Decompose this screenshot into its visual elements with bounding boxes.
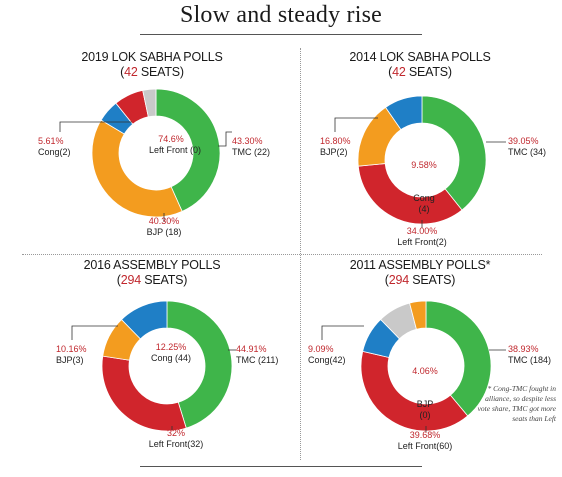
label-bjp: 10.16% BJP(3) — [56, 344, 87, 366]
seats-label: SEATS — [408, 65, 448, 79]
value-label: 44.91% — [236, 344, 267, 354]
slice-bjp — [91, 119, 183, 218]
panel-2016-assembly: 2016 ASSEMBLY POLLS (294 SEATS) 10.16% B… — [22, 258, 282, 463]
slice-bjp — [409, 300, 427, 330]
party-label: BJP (0) — [416, 399, 434, 420]
value-label: 9.09% — [308, 344, 334, 354]
slice-tmc — [421, 95, 487, 211]
party-label: Left Front(2) — [397, 237, 447, 247]
slice-other — [142, 88, 157, 118]
seats-label: SEATS — [140, 65, 180, 79]
label-cong: 5.61% Cong(2) — [38, 136, 71, 158]
value-label: 39.68% — [409, 430, 441, 440]
leader-line — [334, 117, 378, 132]
value-label: 34.00% — [406, 226, 438, 236]
party-label: Left Front(60) — [397, 441, 453, 451]
seats-line: (294 SEATS) — [116, 273, 188, 287]
seats-total: 42 — [124, 65, 138, 79]
party-label: Cong(42) — [308, 355, 346, 365]
party-label: BJP(2) — [320, 147, 348, 157]
seats-label: SEATS — [144, 273, 184, 287]
panel-2014-lok-sabha: 2014 LOK SABHA POLLS (42 SEATS) 16.80% B… — [290, 50, 550, 255]
label-cong: 9.09% Cong(42) — [308, 344, 346, 366]
party-label: Cong (4) — [413, 193, 435, 214]
chart-title: 2014 LOK SABHA POLLS — [349, 50, 491, 64]
party-label: Left Front (0) — [149, 145, 202, 155]
label-bjp: 40.30% BJP (18) — [142, 216, 186, 238]
value-label: 5.61% — [38, 136, 64, 146]
value-label: 43.30% — [232, 136, 263, 146]
value-label: 39.05% — [508, 136, 539, 146]
party-label: TMC (22) — [232, 147, 270, 157]
label-left-front: 39.68% Left Front(60) — [393, 430, 457, 452]
party-label: Cong (44) — [150, 353, 192, 363]
value-label: 16.80% — [320, 136, 351, 146]
label-cong: 9.58% Cong (4) — [407, 138, 441, 237]
chart-title: 2016 ASSEMBLY POLLS — [83, 258, 221, 272]
donut-chart-2016-assembly — [71, 300, 236, 432]
label-left-front: 32% Left Front(32) — [144, 428, 208, 450]
slice-left — [360, 350, 469, 432]
label-bjp: 16.80% BJP(2) — [320, 136, 351, 158]
party-label: BJP(3) — [56, 355, 84, 365]
chart-title: 2011 ASSEMBLY POLLS* — [349, 258, 491, 272]
label-tmc: 44.91% TMC (211) — [236, 344, 278, 366]
slice-tmc — [155, 88, 221, 212]
panel-2011-assembly: 2011 ASSEMBLY POLLS* (294 SEATS) 9.09% C… — [290, 258, 551, 463]
seats-total: 294 — [120, 273, 141, 287]
label-tmc: 39.05% TMC (34) — [508, 136, 546, 158]
seats-line: (42 SEATS) — [120, 65, 184, 79]
seats-line: (294 SEATS) — [384, 273, 456, 287]
donut-chart-2011-assembly — [321, 300, 506, 432]
value-label: 32% — [166, 428, 185, 438]
title-underline — [140, 34, 422, 35]
party-label: TMC (211) — [236, 355, 279, 365]
party-label: TMC (34) — [508, 147, 546, 157]
label-tmc: 43.30% TMC (22) — [232, 136, 270, 158]
value-label: 38.93% — [508, 344, 539, 354]
leader-line — [321, 325, 364, 340]
slice-cong — [385, 95, 423, 131]
label-cong: 12.25% Cong (44) — [147, 342, 195, 364]
value-label: 9.58% — [411, 160, 437, 170]
seats-line: (42 SEATS) — [388, 65, 452, 79]
slice-tmc — [166, 300, 233, 429]
party-label: BJP (18) — [146, 227, 182, 237]
leader-line — [218, 131, 232, 147]
party-label: Cong(2) — [38, 147, 71, 157]
slice-left — [101, 355, 187, 432]
party-label: TMC (184) — [508, 355, 552, 365]
label-tmc: 38.93% TMC (184) — [508, 344, 551, 366]
value-label: 12.25% — [155, 342, 187, 352]
seats-total: 294 — [388, 273, 409, 287]
label-left-front: 74.6% Left Front (0) — [149, 134, 202, 156]
chart-title: 2019 LOK SABHA POLLS — [81, 50, 223, 64]
footnote: * Cong-TMC fought in alliance, so despit… — [477, 384, 556, 423]
seats-label: SEATS — [412, 273, 452, 287]
party-label: Left Front(32) — [148, 439, 204, 449]
slice-cong — [120, 300, 168, 340]
leader-line — [59, 121, 132, 132]
leader-line — [71, 325, 118, 340]
value-label: 10.16% — [56, 344, 87, 354]
slice-tmc — [425, 300, 492, 417]
value-label: 40.30% — [148, 216, 180, 226]
donut-chart-2014-lok-sabha — [334, 95, 506, 228]
value-label: 74.6% — [158, 134, 184, 144]
horizontal-divider — [22, 254, 542, 255]
label-bjp: 4.06% BJP (0) — [408, 344, 442, 443]
panel-2019-lok-sabha: 2019 LOK SABHA POLLS (42 SEATS) 5.61% Co… — [22, 50, 282, 255]
label-left-front: 34.00% Left Front(2) — [392, 226, 452, 248]
page-title: Slow and steady rise — [180, 2, 382, 28]
bottom-rule — [140, 466, 422, 467]
seats-total: 42 — [392, 65, 406, 79]
donut-chart-2019-lok-sabha — [59, 88, 232, 222]
slice-left — [357, 163, 463, 225]
value-label: 4.06% — [412, 366, 438, 376]
